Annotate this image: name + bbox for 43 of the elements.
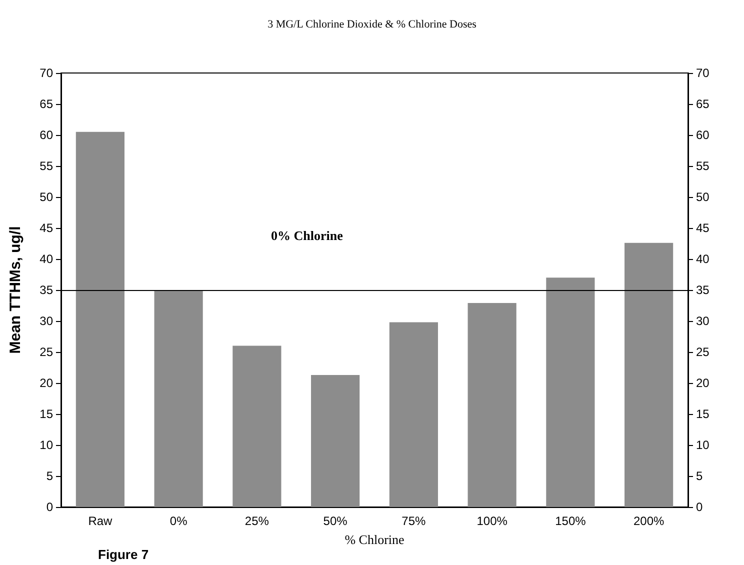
y2-tick-label: 25	[696, 345, 710, 359]
x-tick-label: 75%	[402, 514, 426, 528]
y-tick-label: 15	[40, 407, 54, 421]
y2-tick-label: 15	[696, 407, 710, 421]
y2-tick-label: 10	[696, 438, 710, 452]
y-axis-title: Mean TTHMs, ug/l	[7, 226, 24, 354]
x-tick-label: 100%	[476, 514, 508, 528]
y-tick-label: 70	[40, 66, 54, 80]
y-tick-label: 45	[40, 221, 54, 235]
x-tick-label: 25%	[244, 514, 270, 528]
y-tick-label: 5	[46, 469, 54, 483]
y2-tick-label: 5	[696, 469, 703, 483]
x-tick-label: 200%	[633, 514, 664, 528]
x-axis-title: % Chlorine	[344, 532, 405, 547]
y2-tick-label: 70	[696, 66, 710, 80]
x-tick-label: 50%	[323, 514, 348, 528]
y-tick-label: 50	[40, 190, 54, 204]
x-tick-label: 150%	[555, 514, 586, 528]
y-tick-label: 60	[40, 128, 54, 142]
x-tick-label: Raw	[88, 514, 113, 528]
y2-tick-label: 55	[696, 159, 710, 173]
y2-tick-label: 50	[696, 190, 710, 204]
y-tick-label: 20	[40, 376, 54, 390]
y2-tick-label: 30	[696, 314, 710, 328]
ref-line-label: 0% Chlorine	[271, 228, 344, 243]
y2-tick-label: 35	[696, 283, 710, 297]
y-tick-label: 40	[40, 252, 54, 266]
y2-tick-label: 45	[696, 221, 710, 235]
y-tick-label: 0	[46, 500, 54, 514]
y-tick-label: 30	[40, 314, 54, 328]
y-tick-label: 65	[40, 97, 54, 111]
y-tick-label: 25	[40, 345, 54, 359]
caption: Figure 7	[98, 547, 149, 562]
y2-tick-label: 0	[696, 500, 703, 514]
x-tick-label: 0%	[170, 514, 188, 528]
y-tick-label: 35	[40, 283, 54, 297]
y2-tick-label: 60	[696, 128, 710, 142]
y2-tick-label: 40	[696, 252, 710, 266]
y-tick-label: 10	[40, 438, 54, 452]
y2-tick-label: 20	[696, 376, 710, 390]
y-tick-label: 55	[40, 159, 54, 173]
chart-title: 3 MG/L Chlorine Dioxide & % Chlorine Doses	[268, 18, 476, 30]
y2-tick-label: 65	[696, 97, 710, 111]
